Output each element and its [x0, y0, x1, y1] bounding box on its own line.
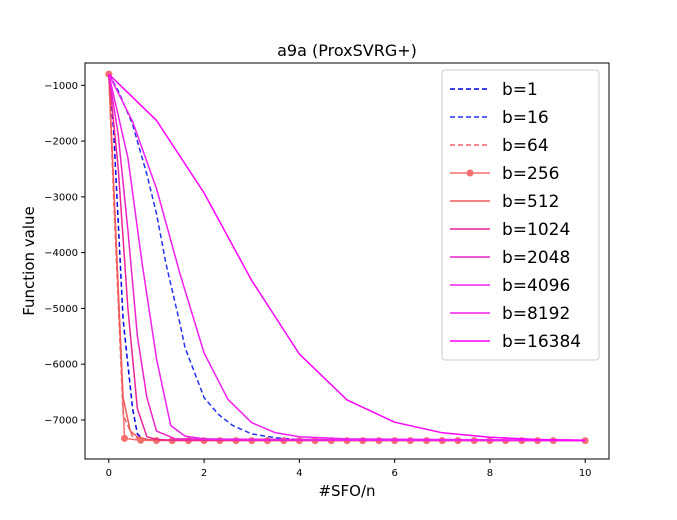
- legend-entry: b=256: [502, 164, 559, 184]
- y-tick-label: −4000: [44, 248, 78, 259]
- series-line-b-1024: [108, 74, 586, 442]
- legend-entry: b=1: [502, 80, 538, 100]
- y-tick-label: −3000: [44, 192, 78, 203]
- legend: b=1 b=16 b=64 b=256 b=512 b=1024 b=2048 b=4096 b…: [441, 69, 600, 361]
- x-tick-label: 0: [106, 468, 112, 479]
- x-tick-label: 10: [579, 468, 592, 479]
- y-tick-label: −1000: [44, 81, 78, 92]
- series-point: [121, 434, 129, 442]
- legend-box: [441, 69, 600, 361]
- series-line-b-8192: [108, 73, 586, 442]
- legend-entry: b=512: [502, 192, 559, 212]
- chart-title: a9a (ProxSVRG+): [277, 41, 417, 60]
- series-line-b-16384: [108, 73, 586, 442]
- x-axis-label: #SFO/n: [318, 482, 375, 500]
- y-axis-label: Function value: [20, 206, 38, 316]
- x-tick-label: 4: [296, 468, 302, 479]
- plot-frame: [84, 62, 610, 460]
- series-line-b-512: [108, 74, 586, 442]
- y-tick-label: −6000: [44, 360, 78, 371]
- legend-entry: b=16: [502, 108, 549, 128]
- legend-entry: b=64: [502, 136, 549, 156]
- legend-entry: b=16384: [502, 332, 581, 352]
- y-tick-label: −5000: [44, 304, 78, 315]
- x-tick-label: 8: [487, 468, 493, 479]
- x-axis: 0 2 4 6 8 10: [106, 459, 592, 479]
- legend-entry: b=4096: [502, 276, 570, 296]
- y-tick-label: −7000: [44, 415, 78, 426]
- legend-entry: b=8192: [502, 304, 570, 324]
- series-line-b-4096: [108, 74, 586, 442]
- series-layer: [105, 70, 589, 445]
- y-axis: −7000 −6000 −5000 −4000 −3000 −2000 −1000: [44, 81, 85, 426]
- x-tick-label: 2: [201, 468, 207, 479]
- series-line-b-2048: [108, 74, 586, 442]
- legend-entry: b=2048: [502, 248, 570, 268]
- y-tick-label: −2000: [44, 137, 78, 148]
- series-line-b-16: [108, 73, 586, 441]
- legend-marker: [466, 169, 474, 177]
- x-tick-label: 6: [391, 468, 397, 479]
- legend-entry: b=1024: [502, 220, 570, 240]
